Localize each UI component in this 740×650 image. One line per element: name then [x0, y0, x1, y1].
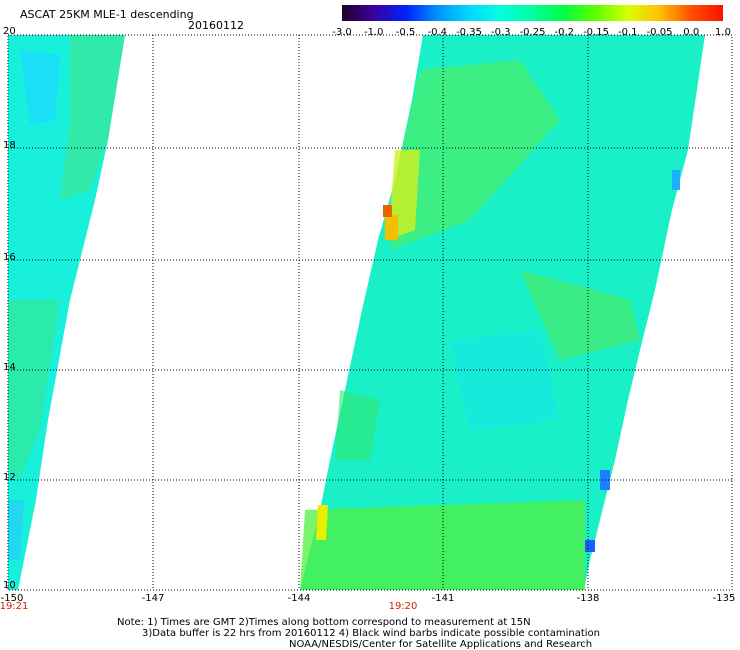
lon-tick-138: -138	[576, 593, 600, 604]
lat-tick-20: 20	[3, 26, 16, 37]
time-center: 19:20	[388, 601, 418, 612]
colorbar-label: -0.3	[490, 27, 511, 38]
note-line-1: Note: 1) Times are GMT 2)Times along bot…	[117, 617, 531, 628]
colorbar-label: -1.0	[363, 27, 384, 38]
note-line-3: NOAA/NESDIS/Center for Satellite Applica…	[289, 639, 593, 650]
lon-tick-141: -141	[431, 593, 455, 604]
grid-lines	[8, 35, 732, 590]
plot-frame	[7, 34, 733, 591]
colorbar-label: -0.35	[456, 27, 482, 38]
colorbar-label: -3.0	[332, 27, 352, 38]
swath-right	[300, 35, 705, 590]
lat-tick-16: 16	[3, 252, 16, 263]
colorbar-label: -0.1	[617, 27, 638, 38]
lon-tick-147: -147	[141, 593, 165, 604]
lon-tick-144: -144	[287, 593, 311, 604]
colorbar-label: 0.0	[683, 27, 700, 38]
colorbar-gradient	[342, 5, 723, 21]
note-line-2: 3)Data buffer is 22 hrs from 20160112 4)…	[142, 628, 600, 639]
colorbar-label: -0.05	[646, 27, 673, 38]
lat-tick-14: 14	[3, 362, 16, 373]
lon-tick-150: -150	[0, 593, 24, 604]
colorbar-label: -0.2	[554, 27, 575, 38]
lat-tick-18: 18	[3, 140, 16, 151]
colorbar	[342, 5, 723, 21]
chart-date: 20160112	[188, 19, 244, 32]
colorbar-label: -0.25	[519, 27, 546, 38]
lat-tick-12: 12	[3, 472, 16, 483]
lat-tick-10: 10	[3, 580, 16, 591]
lon-tick-135: -135	[712, 593, 736, 604]
colorbar-label: -0.4	[427, 27, 448, 38]
chart-title: ASCAT 25KM MLE-1 descending	[20, 8, 194, 21]
colorbar-label: -0.5	[395, 27, 416, 38]
colorbar-label: -0.15	[583, 27, 609, 38]
time-left: 19:21	[0, 601, 29, 612]
colorbar-label: 1.0	[715, 27, 731, 38]
swath-left	[8, 35, 125, 590]
